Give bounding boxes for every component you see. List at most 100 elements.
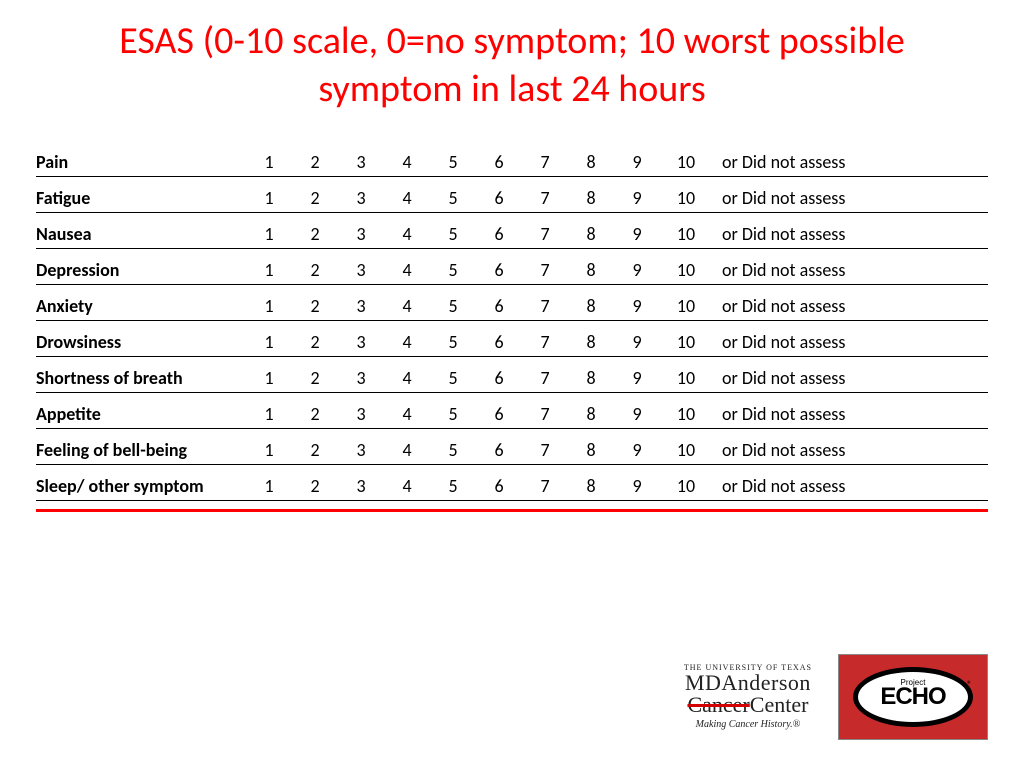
did-not-assess-label: or Did not assess	[712, 367, 845, 389]
scale-value: 6	[476, 403, 522, 425]
symptom-row: Appetite12345678910or Did not assess	[36, 393, 988, 429]
scale-value: 3	[338, 331, 384, 353]
scale-value: 2	[292, 331, 338, 353]
scale-value: 1	[246, 151, 292, 173]
scale-value: 7	[522, 331, 568, 353]
scale-value: 6	[476, 331, 522, 353]
did-not-assess-label: or Did not assess	[712, 223, 845, 245]
scale-value: 4	[384, 295, 430, 317]
scale-value: 8	[568, 403, 614, 425]
symptom-row: Depression12345678910or Did not assess	[36, 249, 988, 285]
scale-value: 6	[476, 151, 522, 173]
echo-logo: Project ECHO ®	[838, 654, 988, 740]
symptom-label: Nausea	[36, 223, 246, 245]
scale-value: 10	[660, 187, 712, 209]
scale-value: 9	[614, 295, 660, 317]
scale-value: 3	[338, 295, 384, 317]
scale-value: 2	[292, 367, 338, 389]
scale-value: 1	[246, 367, 292, 389]
scale-value: 7	[522, 187, 568, 209]
echo-superhead: Project	[901, 678, 926, 687]
scale-value: 4	[384, 475, 430, 497]
scale-value: 1	[246, 475, 292, 497]
scale-value: 1	[246, 295, 292, 317]
did-not-assess-label: or Did not assess	[712, 331, 845, 353]
mda-tagline: Making Cancer History.®	[684, 720, 812, 730]
scale-value: 1	[246, 403, 292, 425]
scale-value: 2	[292, 259, 338, 281]
scale-value: 2	[292, 475, 338, 497]
echo-oval: Project ECHO ®	[853, 667, 973, 727]
scale-value: 8	[568, 187, 614, 209]
scale-value: 9	[614, 151, 660, 173]
symptom-row: Fatigue12345678910or Did not assess	[36, 177, 988, 213]
symptom-label: Drowsiness	[36, 331, 246, 353]
symptom-row: Shortness of breath12345678910or Did not…	[36, 357, 988, 393]
symptom-row: Drowsiness12345678910or Did not assess	[36, 321, 988, 357]
scale-value: 10	[660, 475, 712, 497]
scale-value: 4	[384, 223, 430, 245]
mda-line1: MDAnderson	[684, 672, 812, 694]
scale-value: 10	[660, 295, 712, 317]
scale-value: 6	[476, 475, 522, 497]
symptom-row: Sleep/ other symptom12345678910or Did no…	[36, 465, 988, 501]
scale-value: 9	[614, 439, 660, 461]
scale-value: 5	[430, 223, 476, 245]
slide-title: ESAS (0-10 scale, 0=no symptom; 10 worst…	[0, 0, 1024, 113]
scale-value: 5	[430, 403, 476, 425]
scale-value: 5	[430, 259, 476, 281]
mda-center: Center	[750, 692, 809, 717]
scale-value: 4	[384, 403, 430, 425]
scale-value: 6	[476, 259, 522, 281]
did-not-assess-label: or Did not assess	[712, 475, 845, 497]
echo-registered-mark: ®	[967, 678, 972, 691]
scale-value: 5	[430, 331, 476, 353]
scale-value: 10	[660, 439, 712, 461]
scale-value: 3	[338, 187, 384, 209]
symptom-label: Shortness of breath	[36, 367, 246, 389]
scale-value: 5	[430, 151, 476, 173]
scale-value: 10	[660, 151, 712, 173]
symptom-label: Sleep/ other symptom	[36, 475, 246, 497]
symptom-label: Fatigue	[36, 187, 246, 209]
scale-value: 7	[522, 259, 568, 281]
scale-value: 10	[660, 403, 712, 425]
scale-value: 8	[568, 295, 614, 317]
scale-value: 1	[246, 223, 292, 245]
echo-text: ECHO	[880, 683, 945, 711]
scale-value: 2	[292, 403, 338, 425]
scale-value: 4	[384, 151, 430, 173]
scale-value: 4	[384, 367, 430, 389]
scale-value: 9	[614, 187, 660, 209]
scale-value: 7	[522, 367, 568, 389]
scale-value: 6	[476, 223, 522, 245]
symptom-label: Depression	[36, 259, 246, 281]
scale-value: 6	[476, 439, 522, 461]
scale-value: 10	[660, 259, 712, 281]
scale-value: 2	[292, 439, 338, 461]
scale-value: 10	[660, 223, 712, 245]
esas-table: Pain12345678910or Did not assessFatigue1…	[0, 113, 1024, 501]
scale-value: 3	[338, 367, 384, 389]
symptom-label: Anxiety	[36, 295, 246, 317]
scale-value: 5	[430, 475, 476, 497]
scale-value: 3	[338, 475, 384, 497]
scale-value: 10	[660, 331, 712, 353]
scale-value: 9	[614, 475, 660, 497]
scale-value: 10	[660, 367, 712, 389]
did-not-assess-label: or Did not assess	[712, 187, 845, 209]
symptom-label: Pain	[36, 151, 246, 173]
scale-value: 3	[338, 223, 384, 245]
scale-value: 4	[384, 439, 430, 461]
scale-value: 5	[430, 295, 476, 317]
divider-rule	[36, 509, 988, 512]
scale-value: 3	[338, 151, 384, 173]
scale-value: 9	[614, 259, 660, 281]
scale-value: 9	[614, 367, 660, 389]
did-not-assess-label: or Did not assess	[712, 439, 845, 461]
scale-value: 3	[338, 403, 384, 425]
scale-value: 6	[476, 295, 522, 317]
scale-value: 5	[430, 439, 476, 461]
scale-value: 6	[476, 367, 522, 389]
scale-value: 2	[292, 223, 338, 245]
